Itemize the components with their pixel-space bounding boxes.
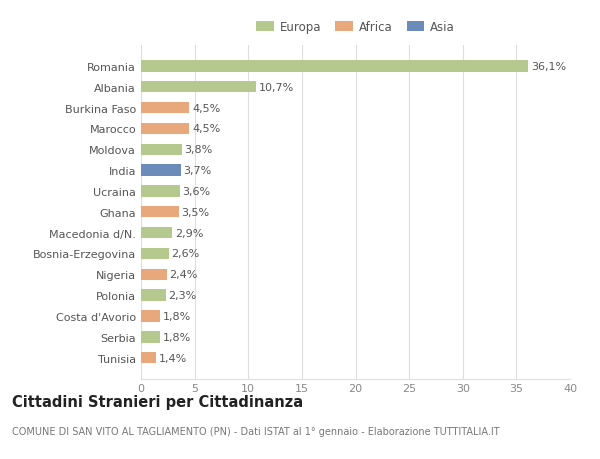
Text: 36,1%: 36,1% <box>531 62 566 72</box>
Text: 2,6%: 2,6% <box>172 249 200 259</box>
Bar <box>141 248 169 260</box>
Text: 3,7%: 3,7% <box>184 166 212 176</box>
Bar <box>141 144 182 156</box>
Bar <box>141 123 189 135</box>
Text: 3,6%: 3,6% <box>182 186 211 196</box>
Bar <box>141 352 156 364</box>
Bar <box>141 61 528 73</box>
Bar <box>141 290 166 301</box>
Bar <box>141 186 179 197</box>
Bar <box>141 269 167 280</box>
Text: 2,4%: 2,4% <box>169 270 198 280</box>
Text: Cittadini Stranieri per Cittadinanza: Cittadini Stranieri per Cittadinanza <box>12 394 303 409</box>
Text: 2,3%: 2,3% <box>169 291 197 301</box>
Text: 4,5%: 4,5% <box>192 103 220 113</box>
Text: COMUNE DI SAN VITO AL TAGLIAMENTO (PN) - Dati ISTAT al 1° gennaio - Elaborazione: COMUNE DI SAN VITO AL TAGLIAMENTO (PN) -… <box>12 426 500 436</box>
Text: 4,5%: 4,5% <box>192 124 220 134</box>
Bar <box>141 331 160 343</box>
Text: 1,4%: 1,4% <box>158 353 187 363</box>
Bar <box>141 82 256 93</box>
Text: 1,8%: 1,8% <box>163 311 191 321</box>
Bar <box>141 165 181 176</box>
Bar <box>141 311 160 322</box>
Text: 3,5%: 3,5% <box>181 207 209 217</box>
Bar <box>141 227 172 239</box>
Bar <box>141 207 179 218</box>
Text: 10,7%: 10,7% <box>259 83 293 93</box>
Legend: Europa, Africa, Asia: Europa, Africa, Asia <box>254 18 457 36</box>
Text: 2,9%: 2,9% <box>175 228 203 238</box>
Text: 1,8%: 1,8% <box>163 332 191 342</box>
Bar <box>141 103 189 114</box>
Text: 3,8%: 3,8% <box>184 145 212 155</box>
